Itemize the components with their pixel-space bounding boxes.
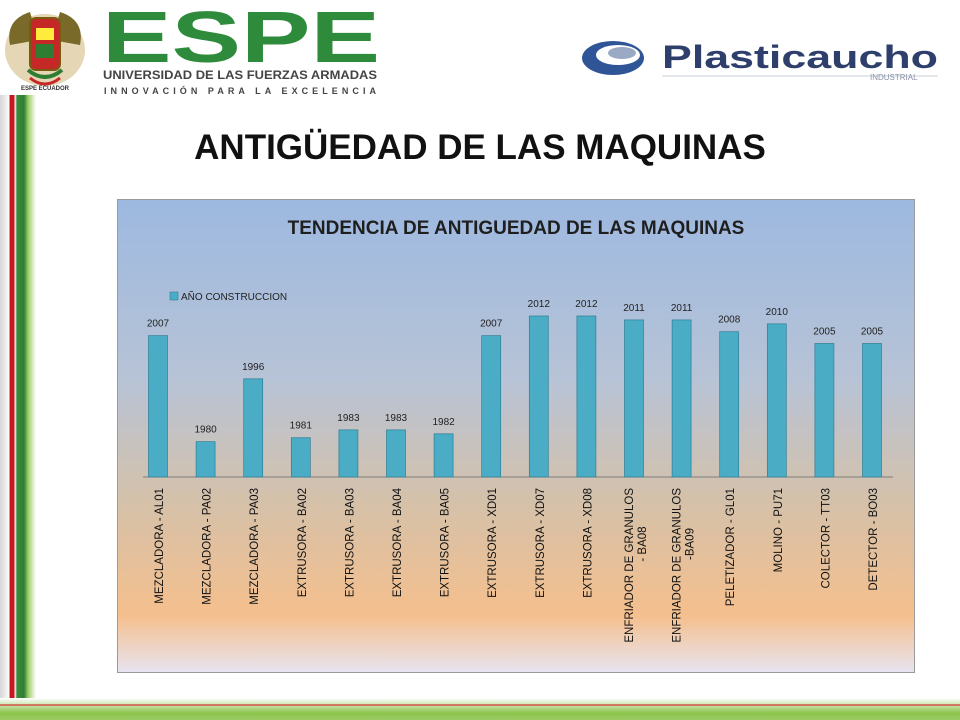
data-label: 2010 [766,307,789,318]
x-tick-label: MEZCLADORA - PA03 [249,488,261,605]
x-tick-label: MEZCLADORA - AL01 [154,488,166,604]
x-tick-label: EXTRUSORA - XD01 [487,488,499,598]
data-label: 1996 [242,362,265,373]
bar [481,335,502,478]
bar [195,441,216,478]
x-tick-label: MEZCLADORA - PA02 [202,488,214,605]
bar [290,437,311,478]
bar [386,429,406,478]
x-tick-label: ENFRIADOR DE GRANULOS- BA08 [624,488,649,643]
data-label: 2011 [623,303,645,314]
espe-seal-icon: ESPE ECUADOR [5,12,85,92]
data-label: 2007 [147,319,170,330]
espe-wordmark: ESPE [102,0,380,78]
data-label: 1983 [385,413,408,424]
bar [433,433,454,478]
bar [624,319,644,478]
bar [243,378,264,478]
plasticaucho-swirl-icon [582,41,644,75]
espe-motto: INNOVACIÓN PARA LA EXCELENCIA [104,85,377,96]
data-label: 1983 [337,413,360,424]
legend-label: AÑO CONSTRUCCION [181,290,287,303]
data-label: 2008 [718,315,741,326]
x-tick-label: COLECTOR - TT03 [820,488,832,589]
x-tick-label: PELETIZADOR - GL01 [725,488,737,606]
x-tick-label-line: ENFRIADOR DE GRANULOS [672,488,684,643]
data-label: 1980 [194,425,217,436]
x-tick-label: DETECTOR - BO03 [868,488,880,591]
x-tick-label: MOLINO - PU71 [773,488,785,572]
bar [338,429,359,478]
data-label: 2005 [861,326,884,337]
bar [528,315,549,478]
x-tick-label-line: -BA09 [685,528,697,560]
data-label: 2012 [575,299,598,310]
bar [671,319,692,478]
data-label: 1982 [432,417,455,428]
x-tick-label: EXTRUSORA - BA05 [440,488,452,597]
plasticaucho-logo: Plasticaucho INDUSTRIAL [582,39,938,82]
x-tick-label: EXTRUSORA - BA02 [297,488,309,597]
x-tick-label: EXTRUSORA - XD08 [582,488,594,598]
bar [814,343,835,478]
legend-swatch [169,291,179,301]
chart-area: TENDENCIA DE ANTIGUEDAD DE LAS MAQUINAS A… [117,199,915,673]
x-tick-label: EXTRUSORA - XD07 [535,488,547,598]
espe-logo: ESPE ECUADOR ESPE UNIVERSIDAD DE LAS FUE… [5,0,380,96]
x-tick-label: EXTRUSORA - BA04 [392,487,404,597]
bar [576,315,597,478]
x-tick-label-line: ENFRIADOR DE GRANULOS [624,488,636,643]
plasticaucho-subtitle: INDUSTRIAL [870,73,918,82]
bar [148,335,168,478]
espe-seal-text: ESPE ECUADOR [21,86,70,92]
bar [766,323,787,478]
data-label: 2011 [671,303,693,314]
bar [862,343,882,478]
data-label: 2007 [480,319,503,330]
x-tick-label: ENFRIADOR DE GRANULOS-BA09 [672,488,697,643]
bar-chart: TENDENCIA DE ANTIGUEDAD DE LAS MAQUINAS A… [143,218,893,643]
decorative-bottom-band [0,698,960,720]
data-label: 2005 [813,326,836,337]
data-label: 1981 [290,421,313,432]
data-label: 2012 [528,299,551,310]
decorative-side-stripe [0,95,38,720]
bar [719,331,740,478]
x-tick-label-line: - BA08 [637,526,649,561]
chart-title: TENDENCIA DE ANTIGUEDAD DE LAS MAQUINAS [288,218,745,239]
x-tick-label: EXTRUSORA - BA03 [344,488,356,597]
plasticaucho-wordmark: Plasticaucho [662,39,938,75]
espe-university-name: UNIVERSIDAD DE LAS FUERZAS ARMADAS [103,70,377,82]
slide-title: ANTIGÜEDAD DE LAS MAQUINAS [194,128,766,167]
